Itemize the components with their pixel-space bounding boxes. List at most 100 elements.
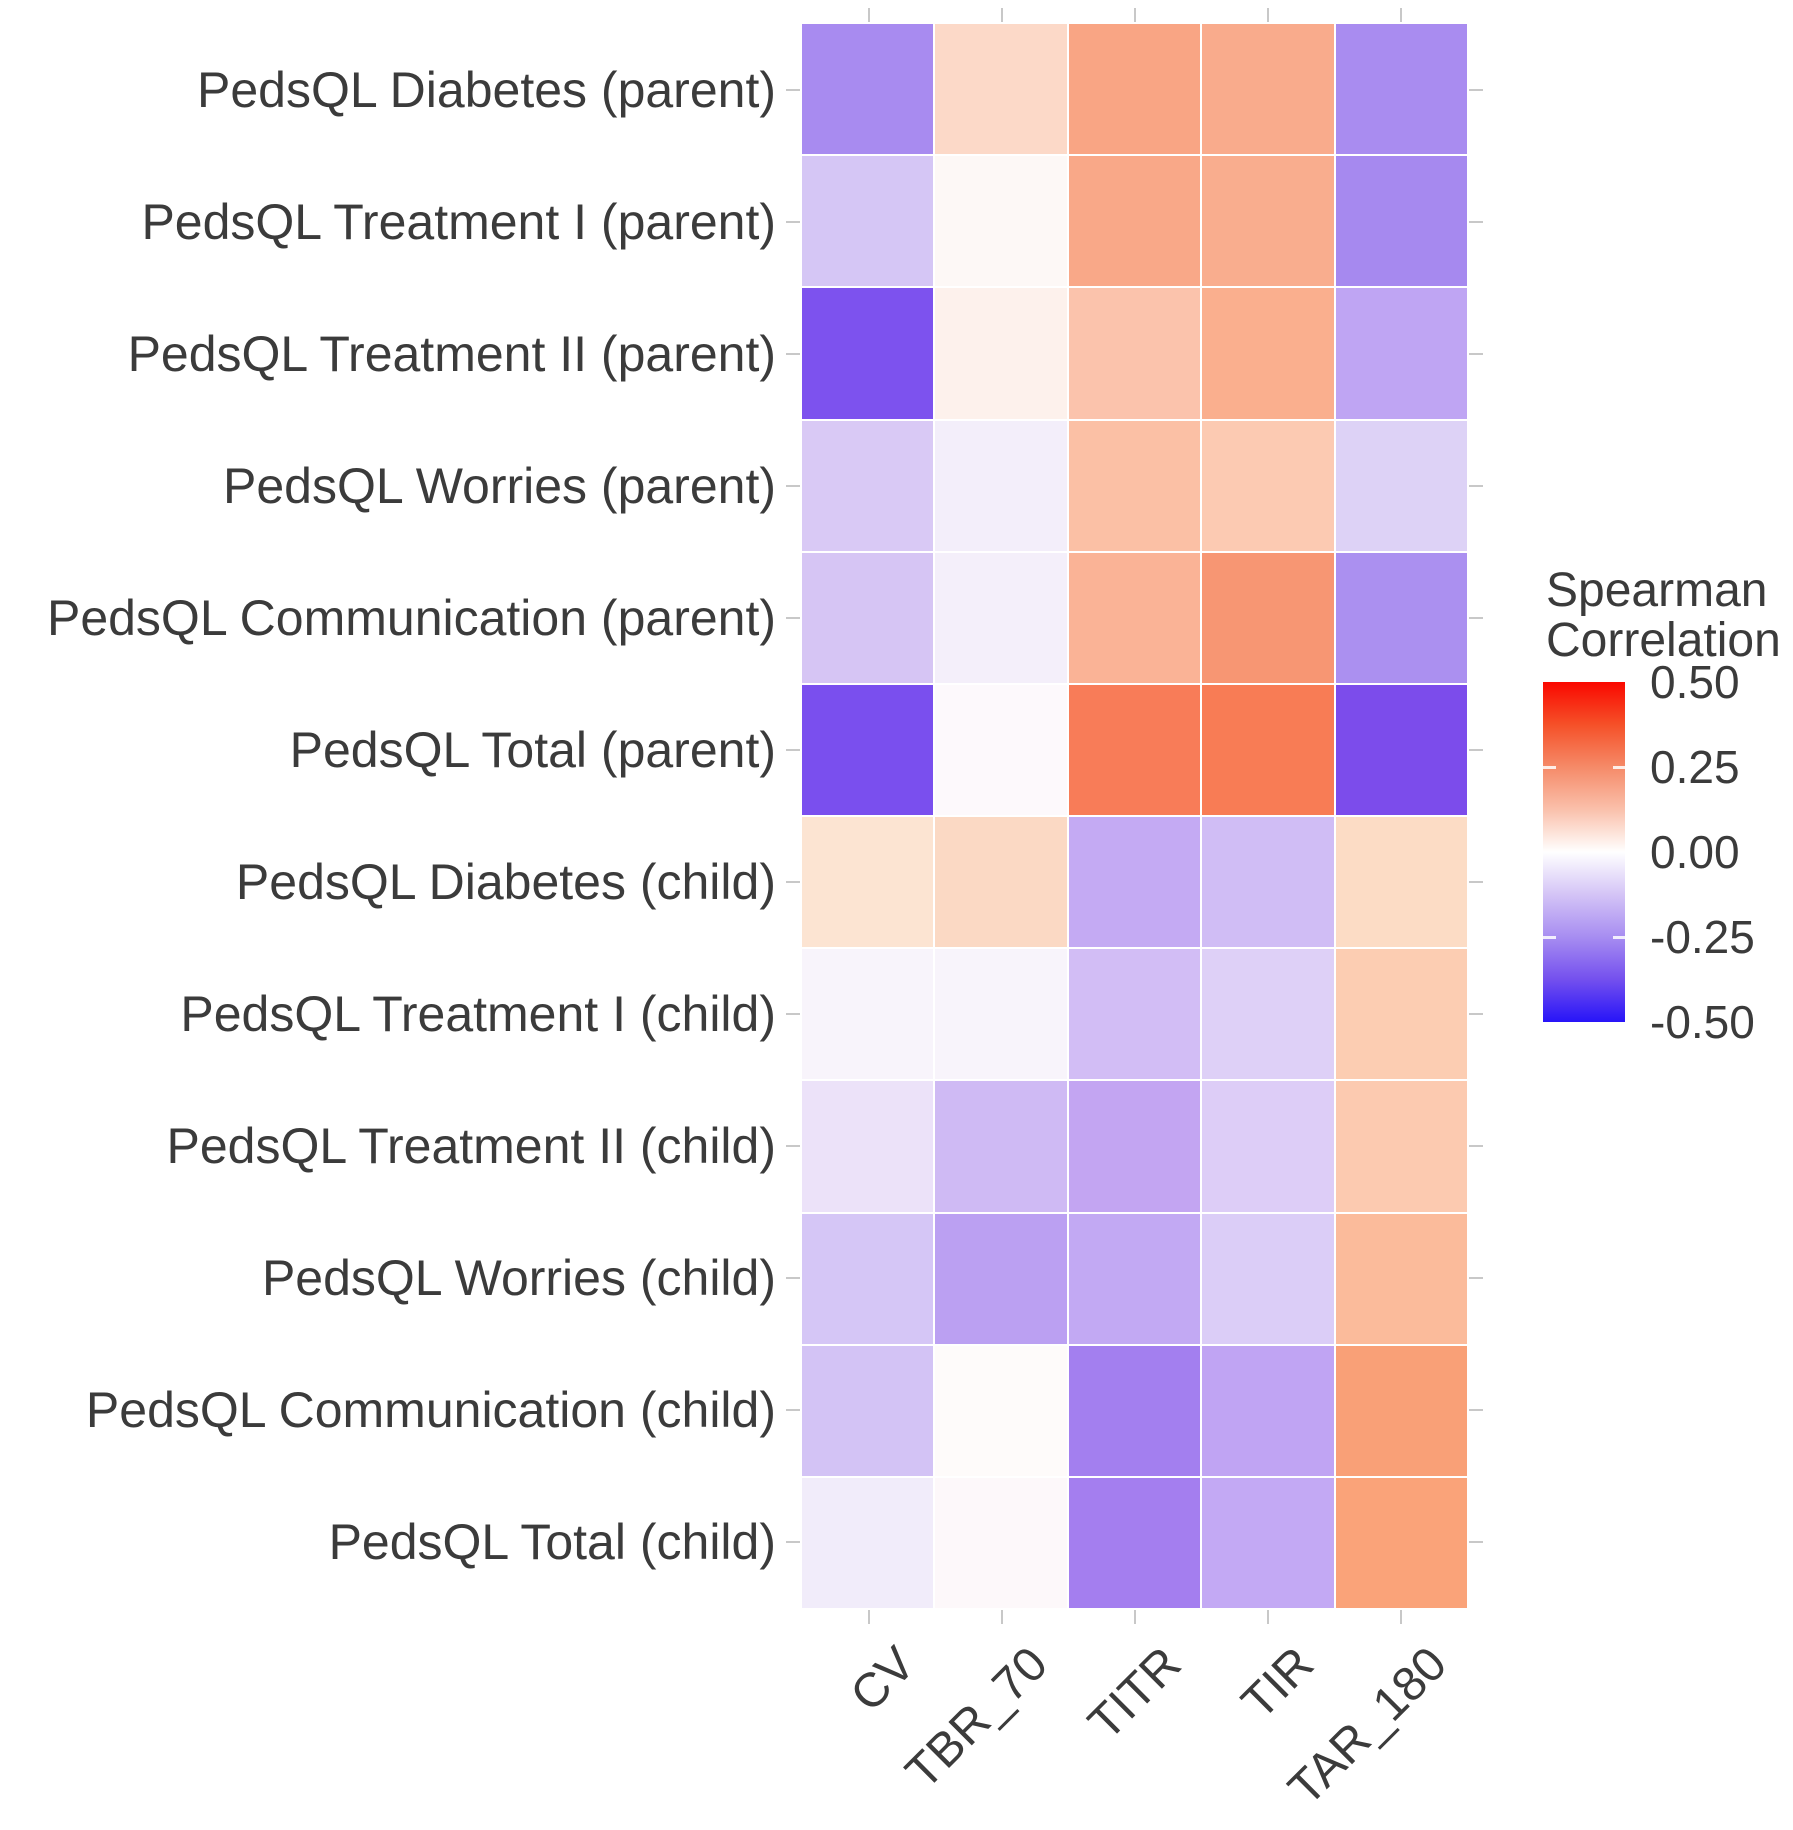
tick-mark — [1000, 1610, 1003, 1624]
heatmap-cell — [802, 552, 934, 683]
heatmap-cell — [935, 156, 1067, 287]
tick-mark — [786, 221, 800, 223]
heatmap-cell — [1068, 552, 1201, 683]
legend-notch — [1543, 766, 1556, 769]
legend-tick-label: -0.50 — [1650, 996, 1755, 1048]
heatmap-cell — [1335, 1477, 1467, 1608]
legend-title: Spearman Correlation — [1546, 566, 1781, 666]
tick-mark — [1469, 1013, 1483, 1015]
tick-mark — [1000, 8, 1003, 22]
tick-mark — [1133, 8, 1136, 22]
tick-mark — [1469, 749, 1483, 751]
tick-mark — [786, 749, 800, 751]
heatmap-cell — [802, 817, 934, 948]
row-label: PedsQL Communication (parent) — [46, 590, 776, 646]
heatmap-cell — [1202, 420, 1334, 551]
heatmap-cell — [1335, 1081, 1467, 1212]
legend-notch — [1613, 936, 1626, 939]
tick-mark — [786, 617, 800, 619]
heatmap-cell — [1202, 949, 1334, 1080]
tick-mark — [1469, 617, 1483, 619]
heatmap-cell — [1202, 1345, 1334, 1476]
row-label: PedsQL Diabetes (child) — [235, 854, 776, 910]
heatmap-cell — [1335, 949, 1467, 1080]
heatmap-cell — [1068, 684, 1201, 815]
heatmap-cell — [802, 288, 934, 419]
heatmap-cell — [802, 24, 934, 155]
heatmap-cell — [1202, 552, 1334, 683]
heatmap-cell — [1068, 156, 1201, 287]
legend-tick-label: 0.50 — [1650, 656, 1740, 708]
heatmap-cell — [1068, 949, 1201, 1080]
heatmap-cell — [1202, 156, 1334, 287]
heatmap-cell — [1068, 1213, 1201, 1344]
row-label: PedsQL Treatment II (parent) — [127, 326, 776, 382]
column-label: TITR — [1078, 1637, 1192, 1751]
heatmap-cell — [935, 1081, 1067, 1212]
heatmap-cell — [1068, 1081, 1201, 1212]
legend-notch — [1613, 766, 1626, 769]
heatmap-cell — [935, 1345, 1067, 1476]
heatmap-cell — [802, 684, 934, 815]
tick-mark — [1469, 1277, 1483, 1279]
row-label: PedsQL Treatment I (parent) — [141, 194, 776, 250]
tick-mark — [1469, 221, 1483, 223]
row-label: PedsQL Worries (parent) — [223, 458, 776, 514]
heatmap-cell — [935, 288, 1067, 419]
tick-mark — [786, 1145, 800, 1147]
tick-mark — [1399, 1610, 1402, 1624]
tick-mark — [1399, 8, 1402, 22]
heatmap-cell — [1202, 288, 1334, 419]
heatmap-cell — [1335, 156, 1467, 287]
tick-mark — [786, 1013, 800, 1015]
row-label: PedsQL Treatment I (child) — [180, 986, 776, 1042]
tick-mark — [1266, 8, 1269, 22]
tick-mark — [786, 353, 800, 355]
heatmap-cell — [935, 420, 1067, 551]
heatmap-cell — [935, 552, 1067, 683]
heatmap-cell — [1335, 552, 1467, 683]
tick-mark — [786, 881, 800, 883]
tick-mark — [786, 1277, 800, 1279]
heatmap-cell — [1202, 817, 1334, 948]
heatmap-cell — [802, 1345, 934, 1476]
tick-mark — [1266, 1610, 1269, 1624]
column-label: CV — [840, 1637, 926, 1722]
legend-tick-label: 0.25 — [1650, 741, 1740, 793]
column-label: TIR — [1232, 1637, 1325, 1730]
tick-mark — [786, 1409, 800, 1411]
legend-tick-label: 0.00 — [1650, 826, 1740, 878]
heatmap-cell — [1335, 24, 1467, 155]
legend-tick-label: -0.25 — [1650, 911, 1755, 963]
tick-mark — [1469, 881, 1483, 883]
tick-mark — [786, 1541, 800, 1543]
row-label: PedsQL Worries (child) — [261, 1250, 776, 1306]
row-label: PedsQL Treatment II (child) — [166, 1118, 777, 1174]
heatmap-cell — [1202, 1477, 1334, 1608]
heatmap-cell — [935, 1213, 1067, 1344]
heatmap-cell — [1202, 1213, 1334, 1344]
column-label: TBR_70 — [896, 1637, 1059, 1800]
tick-mark — [1133, 1610, 1136, 1624]
heatmap-cell — [1335, 288, 1467, 419]
tick-mark — [1469, 485, 1483, 487]
legend-gradient-bar — [1543, 682, 1625, 1022]
heatmap-grid — [802, 24, 1467, 1608]
heatmap-cell — [935, 24, 1067, 155]
heatmap-cell — [1068, 1345, 1201, 1476]
heatmap-cell — [1068, 1477, 1201, 1608]
heatmap-cell — [802, 1477, 934, 1608]
row-label: PedsQL Total (parent) — [289, 722, 776, 778]
tick-mark — [786, 89, 800, 91]
heatmap-cell — [935, 949, 1067, 1080]
tick-mark — [867, 1610, 870, 1624]
heatmap-cell — [802, 1081, 934, 1212]
row-label: PedsQL Diabetes (parent) — [196, 62, 776, 118]
tick-mark — [1469, 1541, 1483, 1543]
heatmap-cell — [1335, 817, 1467, 948]
tick-mark — [786, 485, 800, 487]
tick-mark — [1469, 1409, 1483, 1411]
row-label: PedsQL Communication (child) — [85, 1382, 776, 1438]
heatmap-cell — [1202, 1081, 1334, 1212]
